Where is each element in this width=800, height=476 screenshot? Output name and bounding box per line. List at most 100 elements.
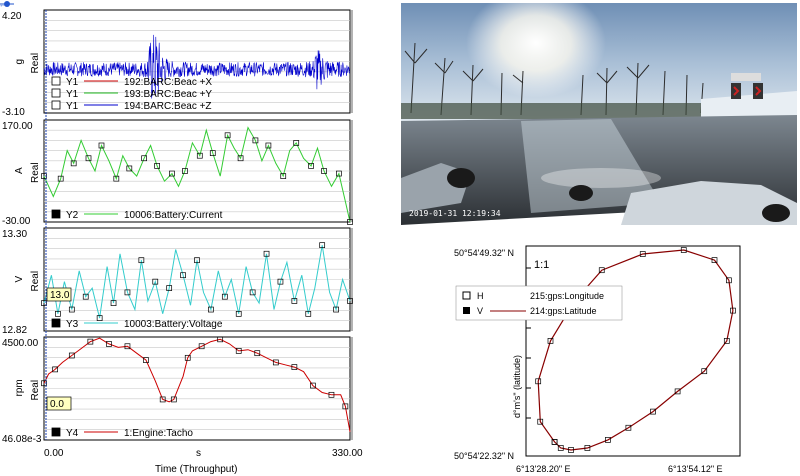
- data-point-marker: [333, 306, 339, 313]
- data-point-marker: [291, 364, 298, 370]
- svg-text:←: ←: [0, 2, 6, 9]
- y-axis-real-word: Real: [30, 53, 41, 74]
- gps-y-top-tick: 50°54'49.32" N: [454, 248, 514, 258]
- acceleration-z-trace: [43, 34, 351, 99]
- legend-h-letter: H: [477, 291, 484, 301]
- x-end-label: 330.00: [332, 448, 363, 459]
- data-point-marker: [235, 348, 242, 354]
- data-point-marker: [124, 343, 131, 350]
- gps-y-axis-title: d°m's" (latitude): [512, 355, 522, 418]
- data-point-marker: [166, 285, 173, 291]
- y-axis-unit: g: [14, 59, 25, 65]
- legend-h-name: 215:gps:Longitude: [530, 291, 604, 301]
- gps-x-left-tick: 6°13'28.20" E: [516, 464, 571, 474]
- data-point-marker: [182, 168, 188, 174]
- data-point-marker: [342, 403, 349, 410]
- y-bottom-label: -3.10: [2, 107, 25, 118]
- data-point-marker: [87, 338, 94, 345]
- sun-glare: [466, 3, 606, 98]
- data-point-marker: [310, 382, 316, 389]
- gps-track-marker: [680, 247, 687, 253]
- legend-v-marker: [463, 307, 470, 314]
- y-axis-unit: V: [14, 276, 25, 283]
- y-bottom-label: 12.82: [2, 325, 27, 336]
- gps-track-marker: [557, 445, 564, 451]
- data-point-marker: [254, 350, 261, 357]
- legend-h-marker: [462, 291, 471, 300]
- legend-axis-label: Y1: [66, 89, 79, 100]
- data-point-marker: [252, 137, 259, 144]
- gps-track-marker: [674, 388, 681, 395]
- legend-axis-label: Y3: [66, 319, 79, 330]
- data-point-marker: [208, 306, 214, 313]
- cursor-value-box: [46, 287, 72, 302]
- data-point-marker: [194, 257, 200, 264]
- legend-series-name: 194:BARC:Beac +Z: [124, 101, 212, 112]
- data-point-marker: [263, 250, 270, 257]
- data-point-marker: [224, 132, 231, 139]
- gps-track-marker: [639, 251, 646, 257]
- y-top-label: 13.30: [2, 229, 27, 240]
- data-point-marker: [321, 168, 327, 174]
- front-wheel-left: [447, 168, 475, 188]
- legend-series-name: 1:Engine:Tacho: [124, 428, 193, 439]
- legend-marker: [51, 88, 61, 98]
- data-point-marker: [308, 163, 314, 169]
- camera-timestamp: 2019-01-31 12:19:34: [409, 209, 501, 218]
- y-axis-unit: A: [14, 167, 25, 174]
- data-point-marker: [280, 173, 287, 179]
- gps-track-marker: [547, 338, 554, 344]
- legend-v-letter: V: [477, 306, 483, 316]
- data-point-marker: [85, 155, 92, 162]
- data-point-marker: [98, 142, 105, 149]
- y-axis-unit: rpm: [14, 379, 25, 396]
- treeline-dark: [401, 103, 721, 119]
- y-bottom-label: -30.00: [2, 216, 31, 227]
- y-top-label: 170.00: [2, 121, 33, 132]
- gps-track-marker: [723, 338, 730, 344]
- y-axis-real-word: Real: [30, 380, 41, 401]
- cursor-handle[interactable]: ←: [0, 1, 14, 9]
- x-start-label: 0.00: [44, 448, 64, 459]
- gps-track-marker: [726, 277, 732, 284]
- data-point-marker: [336, 170, 342, 177]
- data-point-marker: [249, 289, 256, 296]
- data-point-marker: [184, 354, 191, 361]
- gps-track-chart: 50°54'49.32" N 50°54'22.32" N 6°13'28.20…: [454, 245, 741, 474]
- data-point-marker: [291, 298, 298, 304]
- gps-track-marker: [730, 307, 736, 314]
- battery-voltage-trace: [43, 245, 351, 319]
- data-point-marker: [319, 242, 326, 249]
- legend-v-name: 214:gps:Latitude: [530, 306, 597, 316]
- legend-axis-label: Y1: [66, 77, 79, 88]
- y-axis-real-word: Real: [30, 271, 41, 292]
- y-axis-real-word: Real: [30, 162, 41, 183]
- gps-track-marker: [711, 257, 718, 263]
- panel-battery-voltage: 13.30 12.82 V Real Y3 10003:Battery:Voltage 13…: [2, 227, 353, 336]
- gps-track-marker: [535, 378, 542, 385]
- gps-track-marker: [650, 408, 656, 415]
- cursor-value-text: 13.0: [50, 290, 70, 301]
- panel-engine-tacho: 4500.00 46.08e-3 rpm Real Y4 1:Engine:Tacho 0.…: [2, 336, 353, 445]
- panel-acceleration: 4.20 -3.10 g Real Y1 192:BARC:Beac +X Y1 193:BA…: [2, 9, 353, 118]
- data-point-marker: [52, 366, 58, 373]
- gps-track-marker: [625, 424, 632, 431]
- gps-y-bottom-tick: 50°54'22.32" N: [454, 451, 514, 461]
- data-point-marker: [96, 315, 103, 321]
- road-reflection: [521, 119, 661, 213]
- x-axis-title: Time (Throughput): [155, 464, 237, 475]
- data-point-marker: [41, 300, 47, 306]
- gps-x-right-tick: 6°13'54.12" E: [668, 464, 723, 474]
- data-point-marker: [57, 175, 64, 182]
- data-point-marker: [106, 341, 112, 347]
- gps-track-line: [537, 249, 734, 451]
- data-point-marker: [143, 357, 149, 363]
- dashcam-video-frame[interactable]: 2019-01-31 12:19:34: [401, 3, 797, 225]
- data-point-marker: [170, 396, 177, 403]
- gps-track-marker: [551, 439, 558, 445]
- data-point-marker: [221, 293, 228, 300]
- x-unit-label: s: [196, 448, 201, 459]
- data-point-marker: [237, 155, 244, 162]
- data-point-marker: [217, 336, 224, 343]
- legend-marker: [51, 100, 61, 110]
